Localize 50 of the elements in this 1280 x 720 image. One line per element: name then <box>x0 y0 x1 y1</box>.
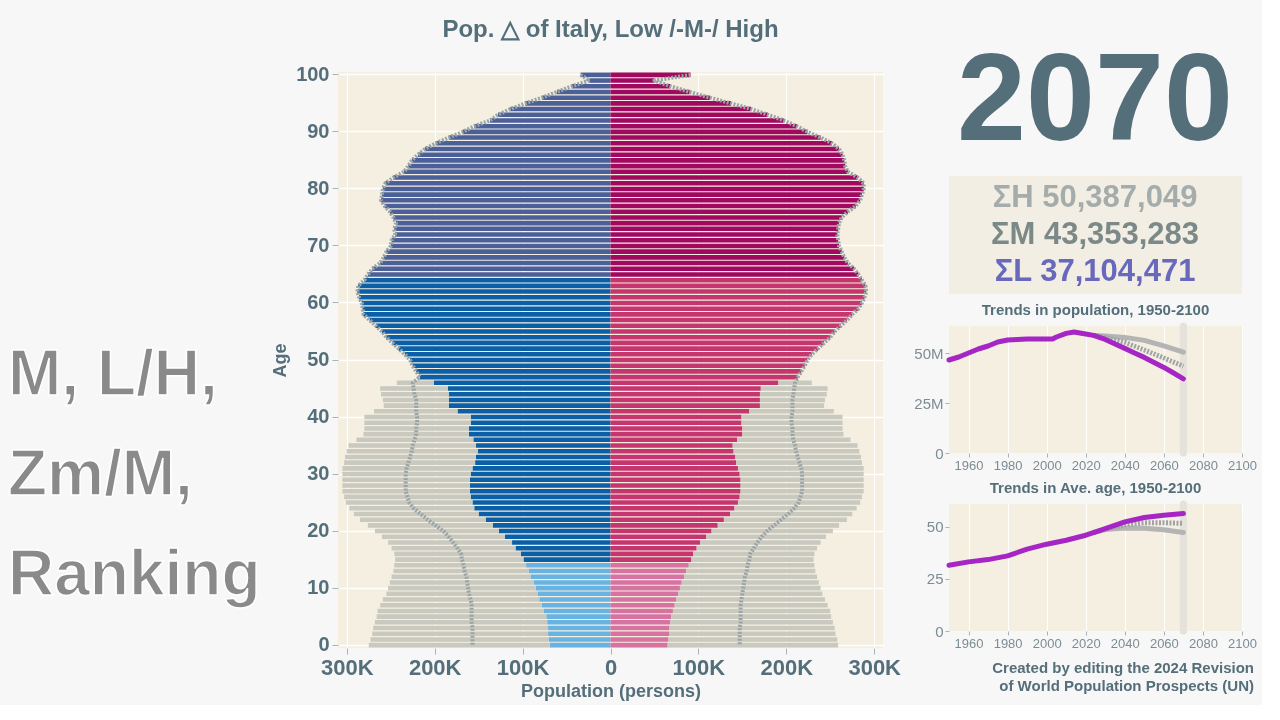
x-tick-label: 2080 <box>1188 635 1218 651</box>
x-tick-label: 2000 <box>1032 457 1062 473</box>
x-tick-label: 1960 <box>954 457 984 473</box>
chart-title: Trends in Ave. age, 1950-2100 <box>989 478 1202 496</box>
y-tick-label: 30 <box>307 462 330 485</box>
chart-title: Trends in population, 1950-2100 <box>981 300 1210 318</box>
y-tick-label: 40 <box>307 405 330 428</box>
text: Created by editing the 2024 Revision of World Population Prospects (UN) <box>992 659 1254 694</box>
y-tick-label: 60 <box>307 290 330 313</box>
x-tick-label: 300K <box>848 654 902 680</box>
x-tick-label: 0 <box>604 654 618 680</box>
x-tick-label: 300K <box>320 654 374 680</box>
y-tick-label: 25M <box>914 394 944 412</box>
x-tick-label: 2040 <box>1110 635 1140 651</box>
x-tick-label: 200K <box>408 654 462 680</box>
x-tick-label: 2080 <box>1188 457 1218 473</box>
x-tick-label: 1980 <box>993 457 1023 473</box>
x-tick-label: 2000 <box>1032 635 1062 651</box>
x-tick-label: 2060 <box>1149 457 1179 473</box>
y-tick-label: 25 <box>926 570 944 588</box>
text: 2070 <box>957 28 1233 166</box>
x-tick-label: 200K <box>760 654 814 680</box>
y-tick-label: 80 <box>307 176 330 199</box>
y-tick-label: 0 <box>935 444 944 462</box>
y-tick-label: 20 <box>307 519 330 542</box>
x-tick-label: 2100 <box>1228 635 1257 651</box>
y-tick-label: 70 <box>307 233 330 256</box>
text: ΣH 50,387,049 <box>992 179 1198 214</box>
y-tick-label: 100 <box>296 62 330 85</box>
chart-title: Pop. △ of Italy, Low /-M-/ High <box>442 15 779 43</box>
y-tick-label: 10 <box>307 576 330 599</box>
y-tick-label: 50M <box>914 344 944 362</box>
x-tick-label: 2060 <box>1149 635 1179 651</box>
x-tick-label: 2020 <box>1071 457 1101 473</box>
y-tick-label: 90 <box>307 119 330 142</box>
x-tick-label: 1960 <box>954 635 984 651</box>
x-axis-title: Population (persons) <box>521 680 702 701</box>
x-tick-label: 100K <box>496 654 550 680</box>
x-tick-label: 2100 <box>1228 457 1257 473</box>
text: ΣM 43,353,283 <box>990 216 1200 251</box>
y-tick-label: 0 <box>935 622 944 640</box>
text: ΣL 37,104,471 <box>994 253 1196 288</box>
x-tick-label: 2020 <box>1071 635 1101 651</box>
text: M, L/H, Zm/M, Ranking <box>8 337 261 609</box>
x-tick-label: 1980 <box>993 635 1023 651</box>
y-tick-label: 50 <box>307 348 330 370</box>
x-tick-label: 2040 <box>1110 457 1140 473</box>
x-tick-label: 100K <box>672 654 726 680</box>
y-axis-title: Age <box>270 343 291 378</box>
y-tick-label: 50 <box>926 518 944 536</box>
